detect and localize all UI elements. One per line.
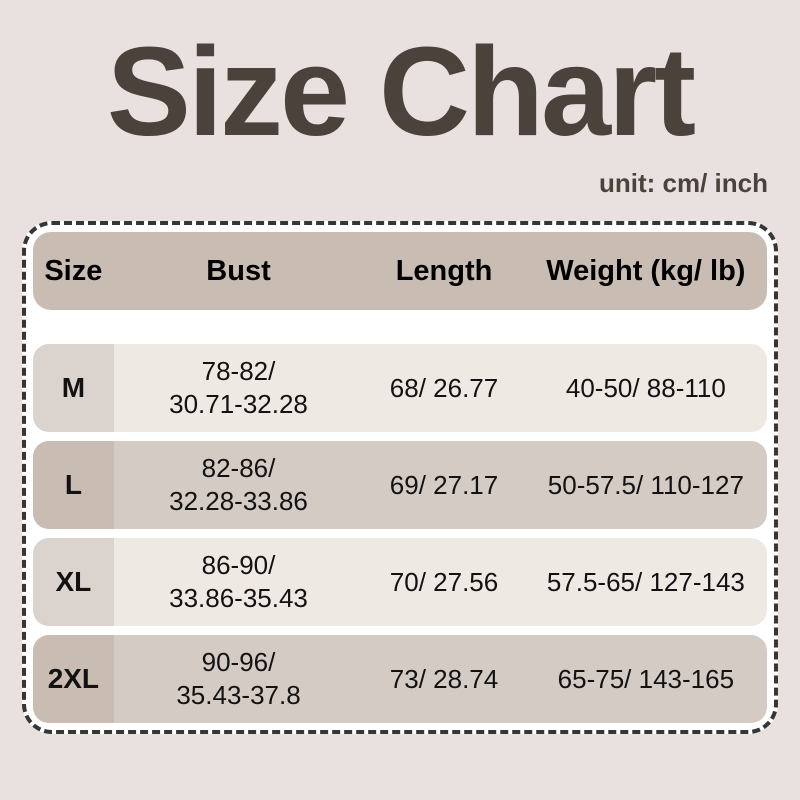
table-header-row: Size Bust Length Weight (kg/ lb)	[33, 232, 767, 311]
size-label: 2XL	[33, 635, 114, 724]
weight-value: 65-75/ 143-165	[557, 663, 735, 694]
header-length: Length	[395, 254, 493, 287]
unit-label: unit: cm/ inch	[599, 168, 768, 199]
weight-value: 40-50/ 88-110	[565, 372, 726, 403]
length-value: 70/ 27.56	[389, 566, 499, 597]
header-weight: Weight (kg/ lb)	[546, 254, 746, 287]
header-size: Size	[44, 254, 103, 287]
bust-value: 82-86/ 32.28-33.86	[169, 453, 308, 517]
length-value: 68/ 26.77	[389, 372, 499, 403]
table-row-l: L 82-86/ 32.28-33.86 69/ 27.17 50-57.5/ …	[33, 441, 767, 530]
table-row-xl: XL 86-90/ 33.86-35.43 70/ 27.56 57.5-65/…	[33, 538, 767, 627]
size-chart-table: Size Bust Length Weight (kg/ lb) M 78-82…	[22, 221, 778, 735]
size-label: M	[33, 344, 114, 433]
size-label: XL	[33, 538, 114, 627]
length-value: 69/ 27.17	[389, 469, 499, 500]
length-value: 73/ 28.74	[389, 663, 499, 694]
bust-value: 86-90/ 33.86-35.43	[169, 550, 308, 614]
bust-value: 90-96/ 35.43-37.8	[176, 647, 301, 711]
size-label: L	[33, 441, 114, 530]
bust-value: 78-82/ 30.71-32.28	[169, 356, 308, 420]
table-row-m: M 78-82/ 30.71-32.28 68/ 26.77 40-50/ 88…	[33, 344, 767, 433]
table-row-2xl: 2XL 90-96/ 35.43-37.8 73/ 28.74 65-75/ 1…	[33, 635, 767, 724]
weight-value: 57.5-65/ 127-143	[546, 566, 745, 597]
weight-value: 50-57.5/ 110-127	[547, 469, 744, 500]
page-title: Size Chart	[106, 21, 696, 162]
header-bust: Bust	[206, 254, 271, 287]
